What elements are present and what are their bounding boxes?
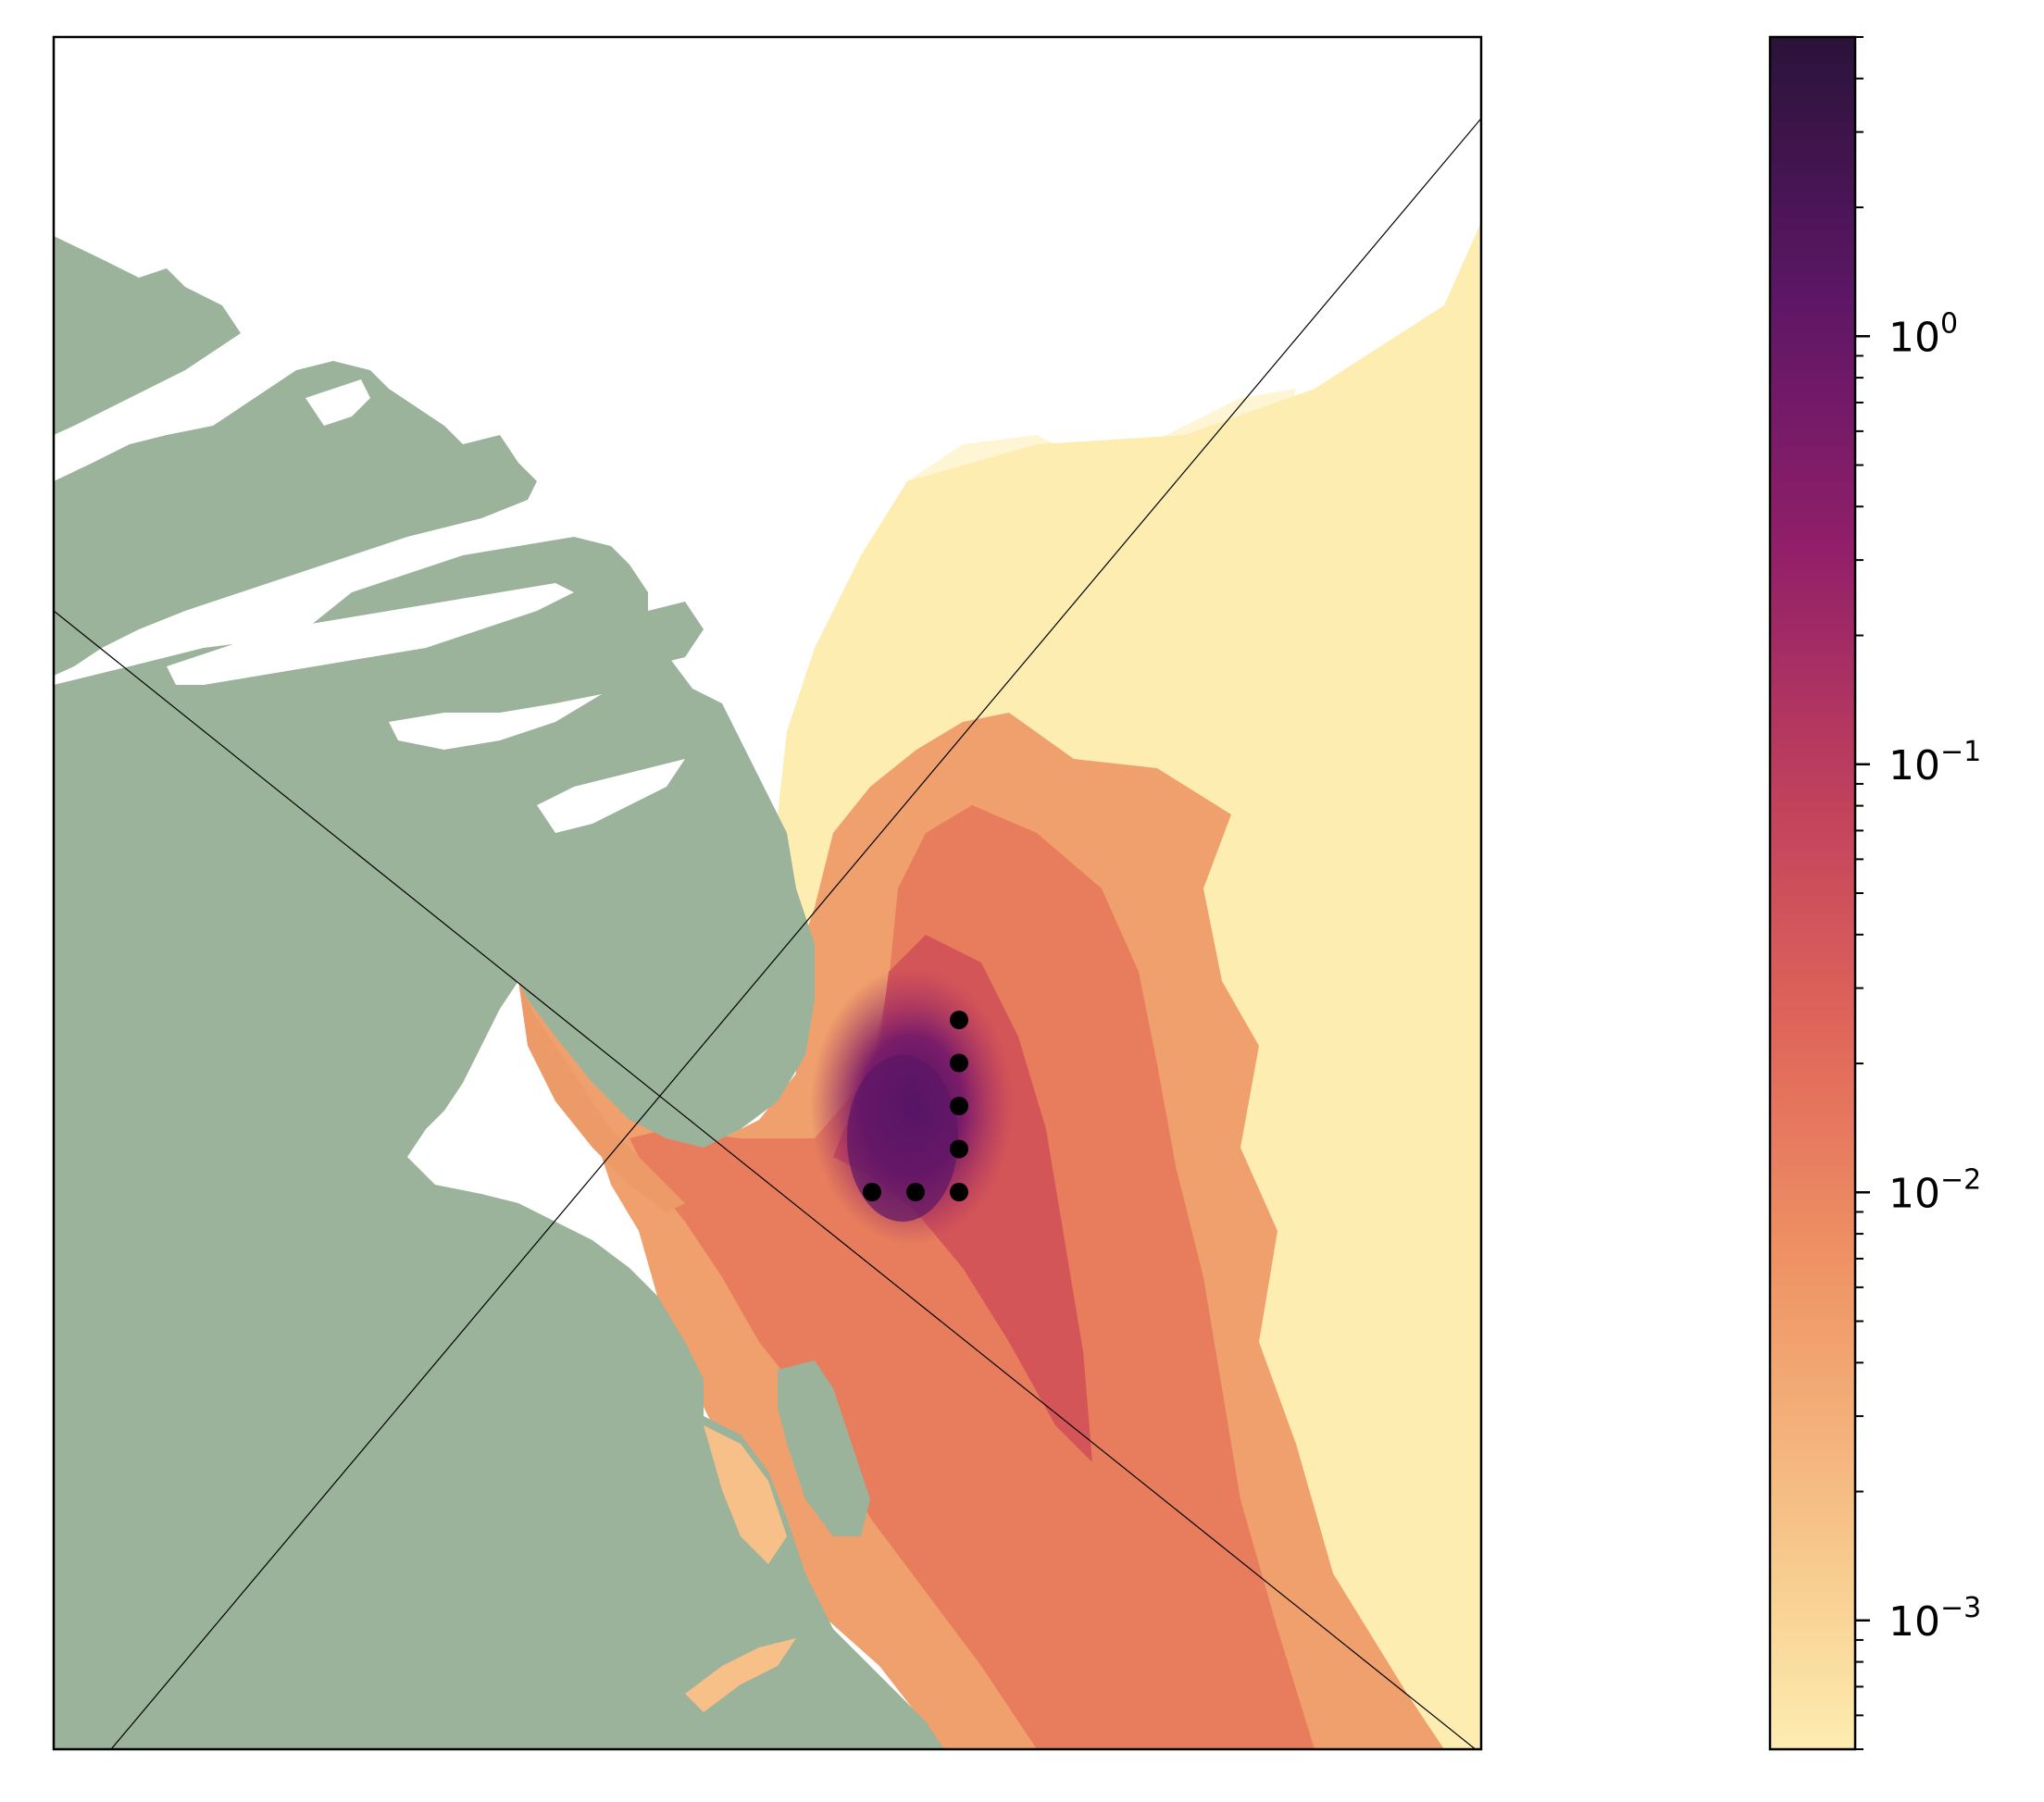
fjord-plume-south [685,1425,796,1712]
release-site-marker [950,1053,968,1073]
release-site-marker [950,1183,968,1201]
colorbar-gradient [1770,37,1855,1749]
colorbar-minor-ticks [1855,36,1863,1750]
fjord-plume [518,981,685,1212]
colorbar-tick-label: 100 [1888,307,1958,361]
release-site-marker [950,1139,968,1159]
colorbar-tick-label: 10−1 [1888,736,1981,789]
map-frame [52,35,1483,1751]
release-site-marker [863,1183,881,1201]
map-panel [54,37,1481,1749]
colorbar-tick-label: 10−2 [1888,1163,1981,1217]
colorbar-major-ticks: 100 10−1 10−2 10−3 [1855,307,1981,1646]
colorbar: 100 10−1 10−2 10−3 [1768,35,1981,1751]
release-site-marker [950,1097,968,1115]
diagonal-line-1 [54,610,1477,1749]
release-site-marker [950,1011,968,1029]
inland-basin [778,1361,870,1536]
release-site-marker [906,1183,925,1201]
plume-core-dark [847,1055,958,1222]
colorbar-tick-label: 10−3 [1888,1592,1981,1646]
diagonal-line-2 [110,118,1481,1749]
low-concentration-speckle [907,389,1296,629]
fjord-cutouts [56,370,685,833]
land-mass [54,236,944,1749]
release-sites [863,1011,968,1201]
